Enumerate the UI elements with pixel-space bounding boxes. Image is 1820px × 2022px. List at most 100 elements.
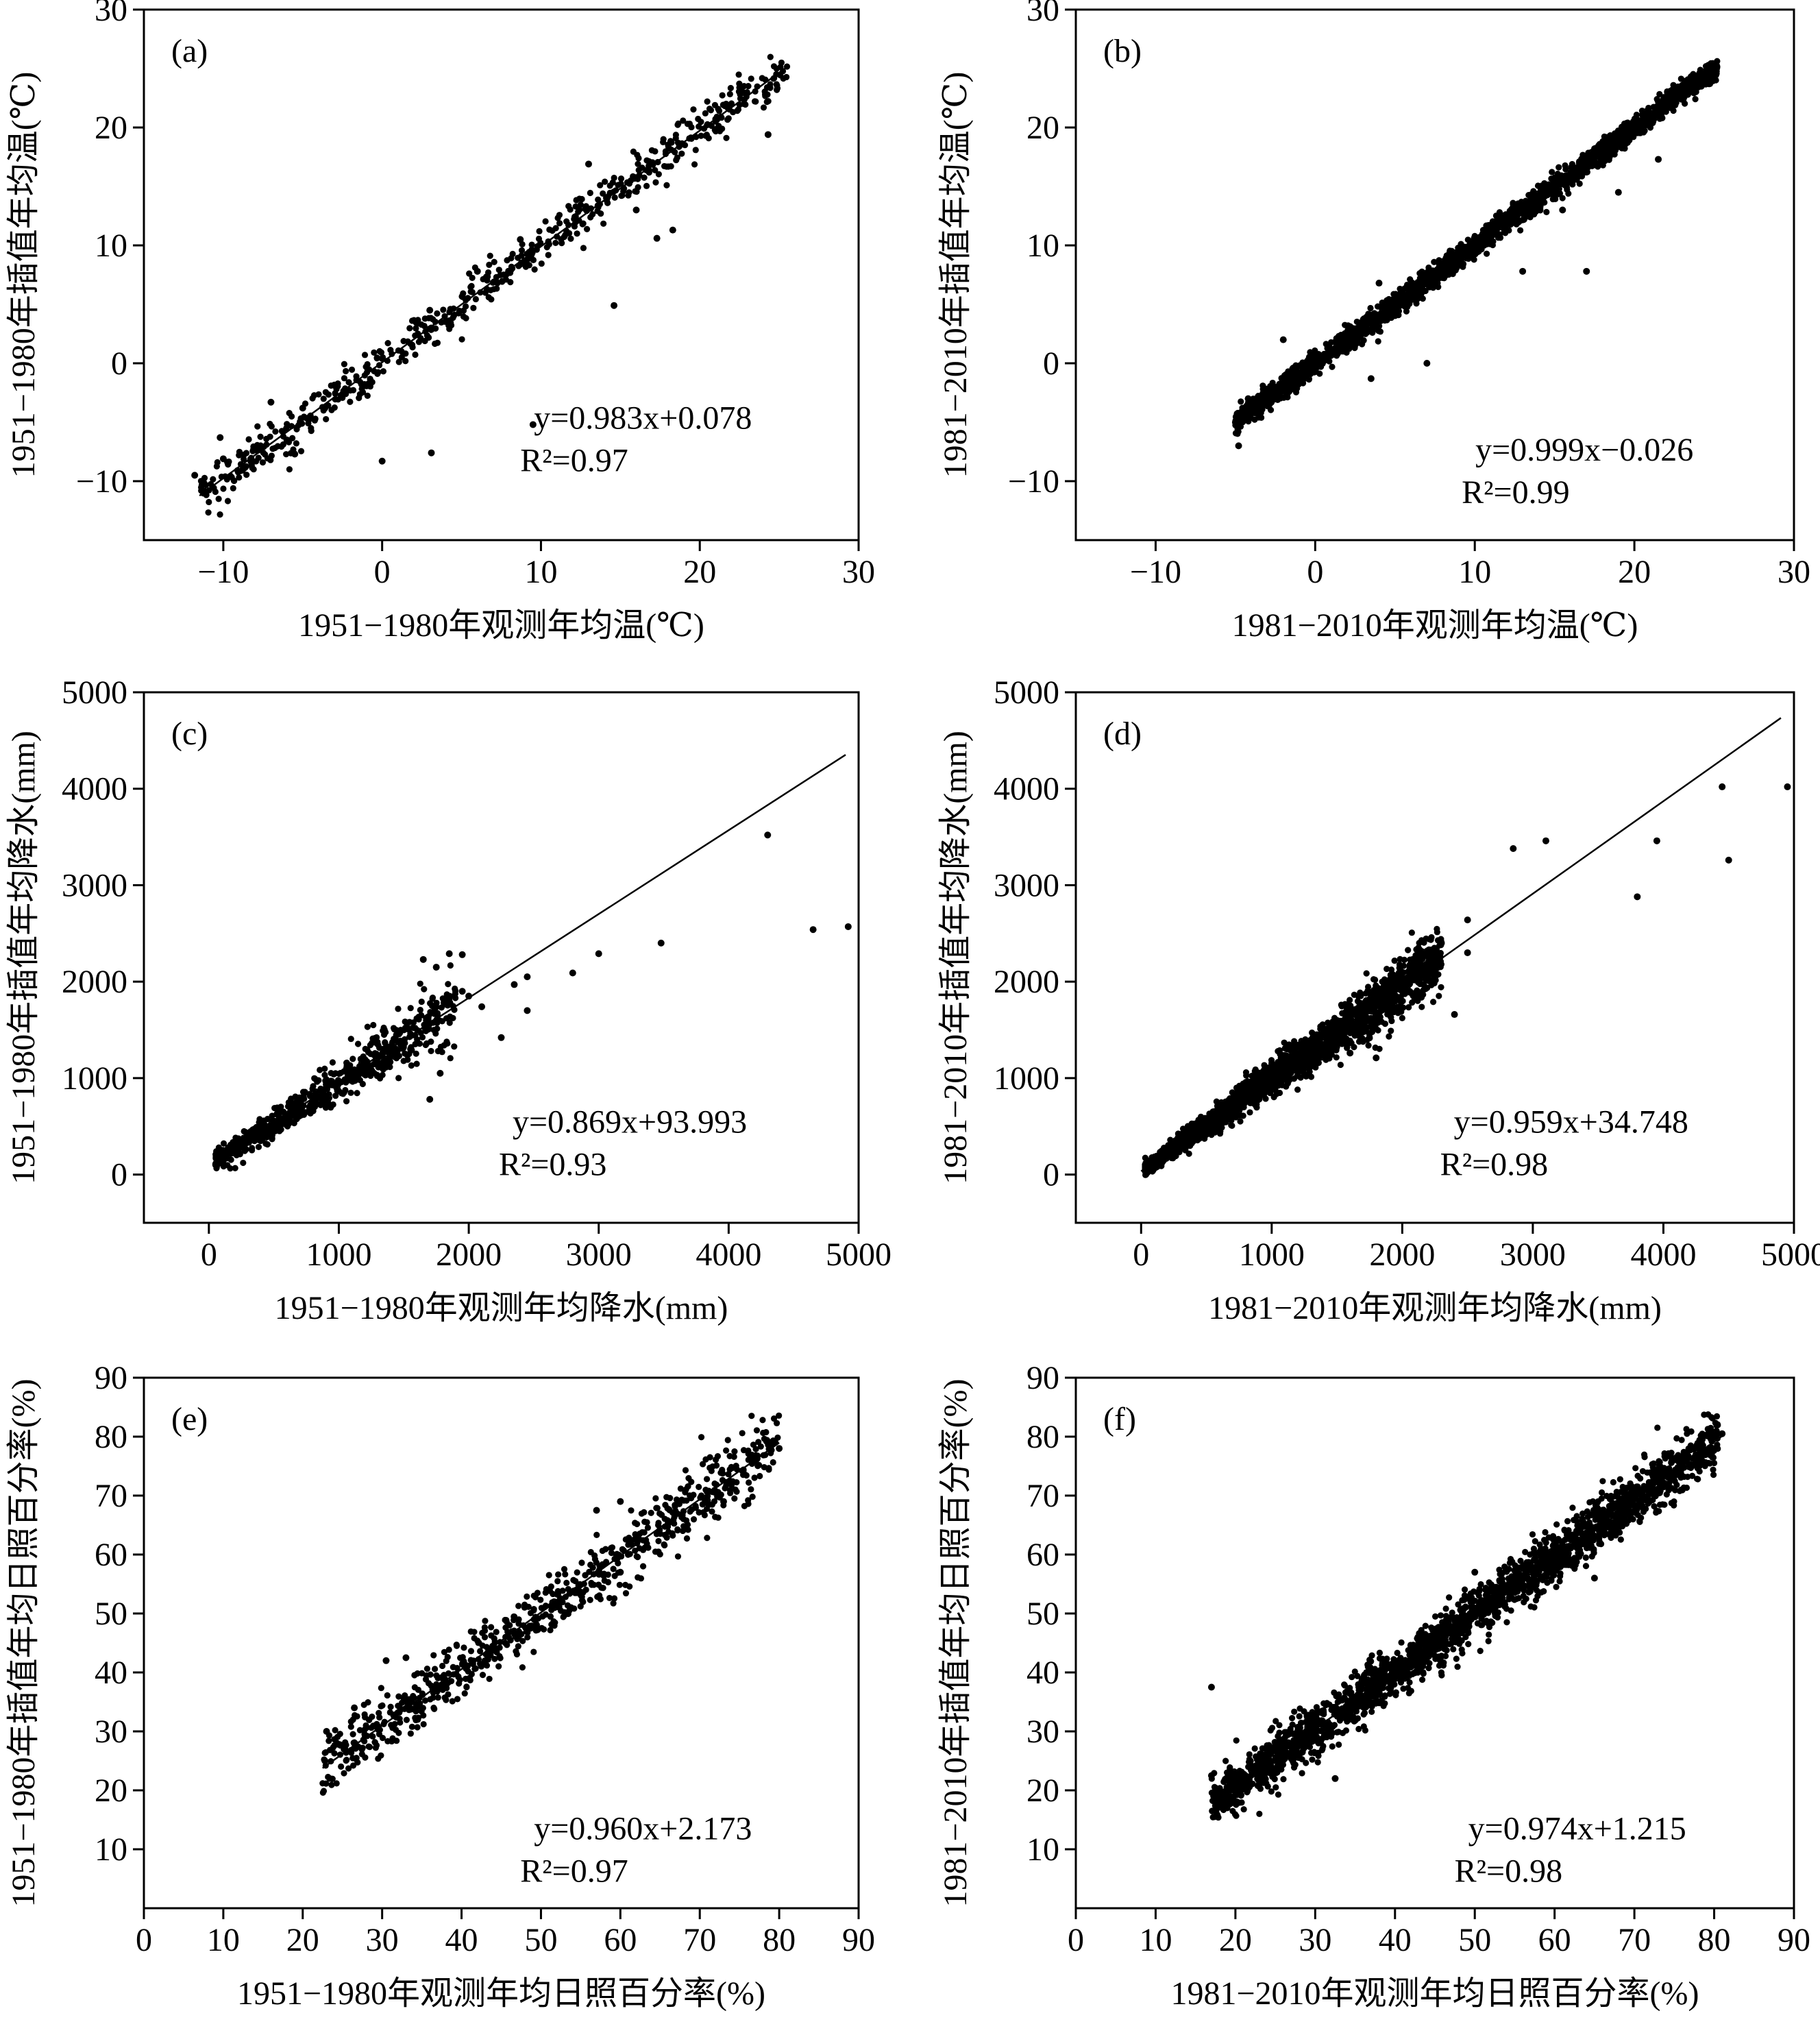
data-point [566, 230, 573, 237]
data-point [290, 1107, 297, 1114]
x-tick-label: 10 [1458, 554, 1491, 590]
data-point [429, 995, 436, 1001]
data-point [1695, 84, 1701, 90]
data-point [469, 274, 476, 282]
data-point [692, 147, 699, 154]
data-point [587, 189, 593, 197]
data-point [428, 1047, 434, 1055]
data-point [404, 1052, 411, 1059]
data-point [1371, 324, 1378, 331]
data-point [491, 258, 497, 265]
data-point [569, 969, 576, 977]
data-point [343, 391, 349, 398]
y-tick-label: 20 [1026, 110, 1059, 146]
data-point [371, 367, 378, 375]
data-point [1279, 387, 1286, 393]
data-point [770, 75, 777, 82]
data-point [349, 387, 357, 393]
data-point [595, 950, 602, 958]
y-tick-label: 30 [95, 0, 127, 28]
data-point [611, 194, 618, 201]
data-point [284, 1123, 291, 1130]
data-point [245, 1137, 251, 1145]
data-point [508, 263, 515, 270]
data-point [580, 245, 587, 252]
data-point [418, 1012, 425, 1019]
data-point [1594, 151, 1601, 158]
x-tick-label: 2000 [1369, 1237, 1435, 1273]
data-point [764, 831, 772, 839]
data-point [493, 285, 500, 292]
data-point [752, 88, 759, 95]
data-point [600, 220, 607, 227]
data-point [354, 1090, 360, 1097]
data-point [652, 148, 659, 155]
data-point [417, 1006, 423, 1014]
data-point [1572, 170, 1579, 177]
data-point [668, 139, 675, 146]
data-point [267, 398, 275, 406]
data-point [458, 336, 465, 343]
data-point [1496, 209, 1503, 216]
data-point [636, 172, 643, 179]
data-point [224, 498, 232, 504]
data-point [418, 321, 425, 328]
data-point [217, 511, 223, 518]
data-point [1394, 300, 1401, 306]
data-point [594, 202, 601, 209]
data-point [1252, 410, 1259, 417]
data-point [600, 190, 606, 197]
chart-panel-b: −10 0 10 20 30−1001020301981−2010年观测年均温(℃)19… [937, 0, 1810, 644]
data-point [1242, 406, 1249, 413]
data-point [446, 308, 453, 315]
data-point [1329, 363, 1336, 370]
data-point [1446, 265, 1453, 272]
data-point [489, 279, 496, 287]
data-point [222, 473, 229, 480]
data-point [345, 379, 352, 386]
data-point [620, 188, 627, 195]
data-point [425, 1013, 432, 1020]
data-point [632, 206, 640, 214]
data-point [418, 998, 425, 1006]
data-point [1618, 142, 1625, 149]
data-point [702, 110, 709, 117]
data-point [445, 317, 453, 324]
data-point [402, 358, 409, 365]
data-point [408, 1062, 415, 1069]
data-point [363, 382, 370, 389]
data-point [634, 151, 641, 158]
data-point [1559, 195, 1566, 202]
data-point [1452, 267, 1459, 273]
data-point [719, 92, 726, 99]
data-point [425, 1024, 432, 1031]
data-point [726, 90, 733, 97]
data-point [257, 433, 264, 440]
data-point [1603, 137, 1610, 144]
data-point [477, 289, 484, 296]
data-point [1578, 156, 1585, 162]
regression-equation: y=0.983x+0.078 [534, 400, 752, 436]
data-point [575, 208, 582, 215]
data-point [497, 1034, 505, 1041]
data-point [1578, 162, 1586, 170]
data-point [1483, 222, 1490, 229]
data-point [672, 134, 679, 142]
data-point [693, 134, 700, 141]
data-point [232, 1165, 238, 1171]
data-point [625, 192, 632, 199]
data-point [237, 461, 245, 467]
data-point [1479, 237, 1486, 244]
data-point [376, 362, 383, 369]
data-point [474, 267, 481, 275]
data-point [379, 1071, 386, 1079]
data-point [246, 1130, 253, 1137]
data-point [1522, 197, 1529, 204]
data-point [735, 71, 742, 78]
data-point [704, 121, 711, 127]
data-point [578, 195, 585, 203]
data-point [657, 939, 665, 947]
x-tick-label: 20 [683, 554, 716, 590]
data-point [1242, 1069, 1250, 1076]
data-point [1463, 255, 1470, 262]
